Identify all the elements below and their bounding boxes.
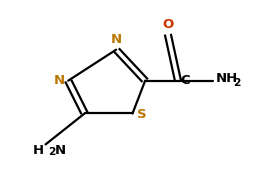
Text: H: H	[33, 144, 44, 157]
Text: N: N	[54, 144, 65, 157]
Text: S: S	[137, 108, 146, 121]
Text: N: N	[110, 33, 121, 46]
Text: NH: NH	[215, 72, 237, 85]
Text: 2: 2	[48, 147, 55, 157]
Text: N: N	[54, 74, 65, 87]
Text: C: C	[179, 74, 189, 87]
Text: O: O	[162, 18, 173, 31]
Text: 2: 2	[232, 78, 240, 88]
